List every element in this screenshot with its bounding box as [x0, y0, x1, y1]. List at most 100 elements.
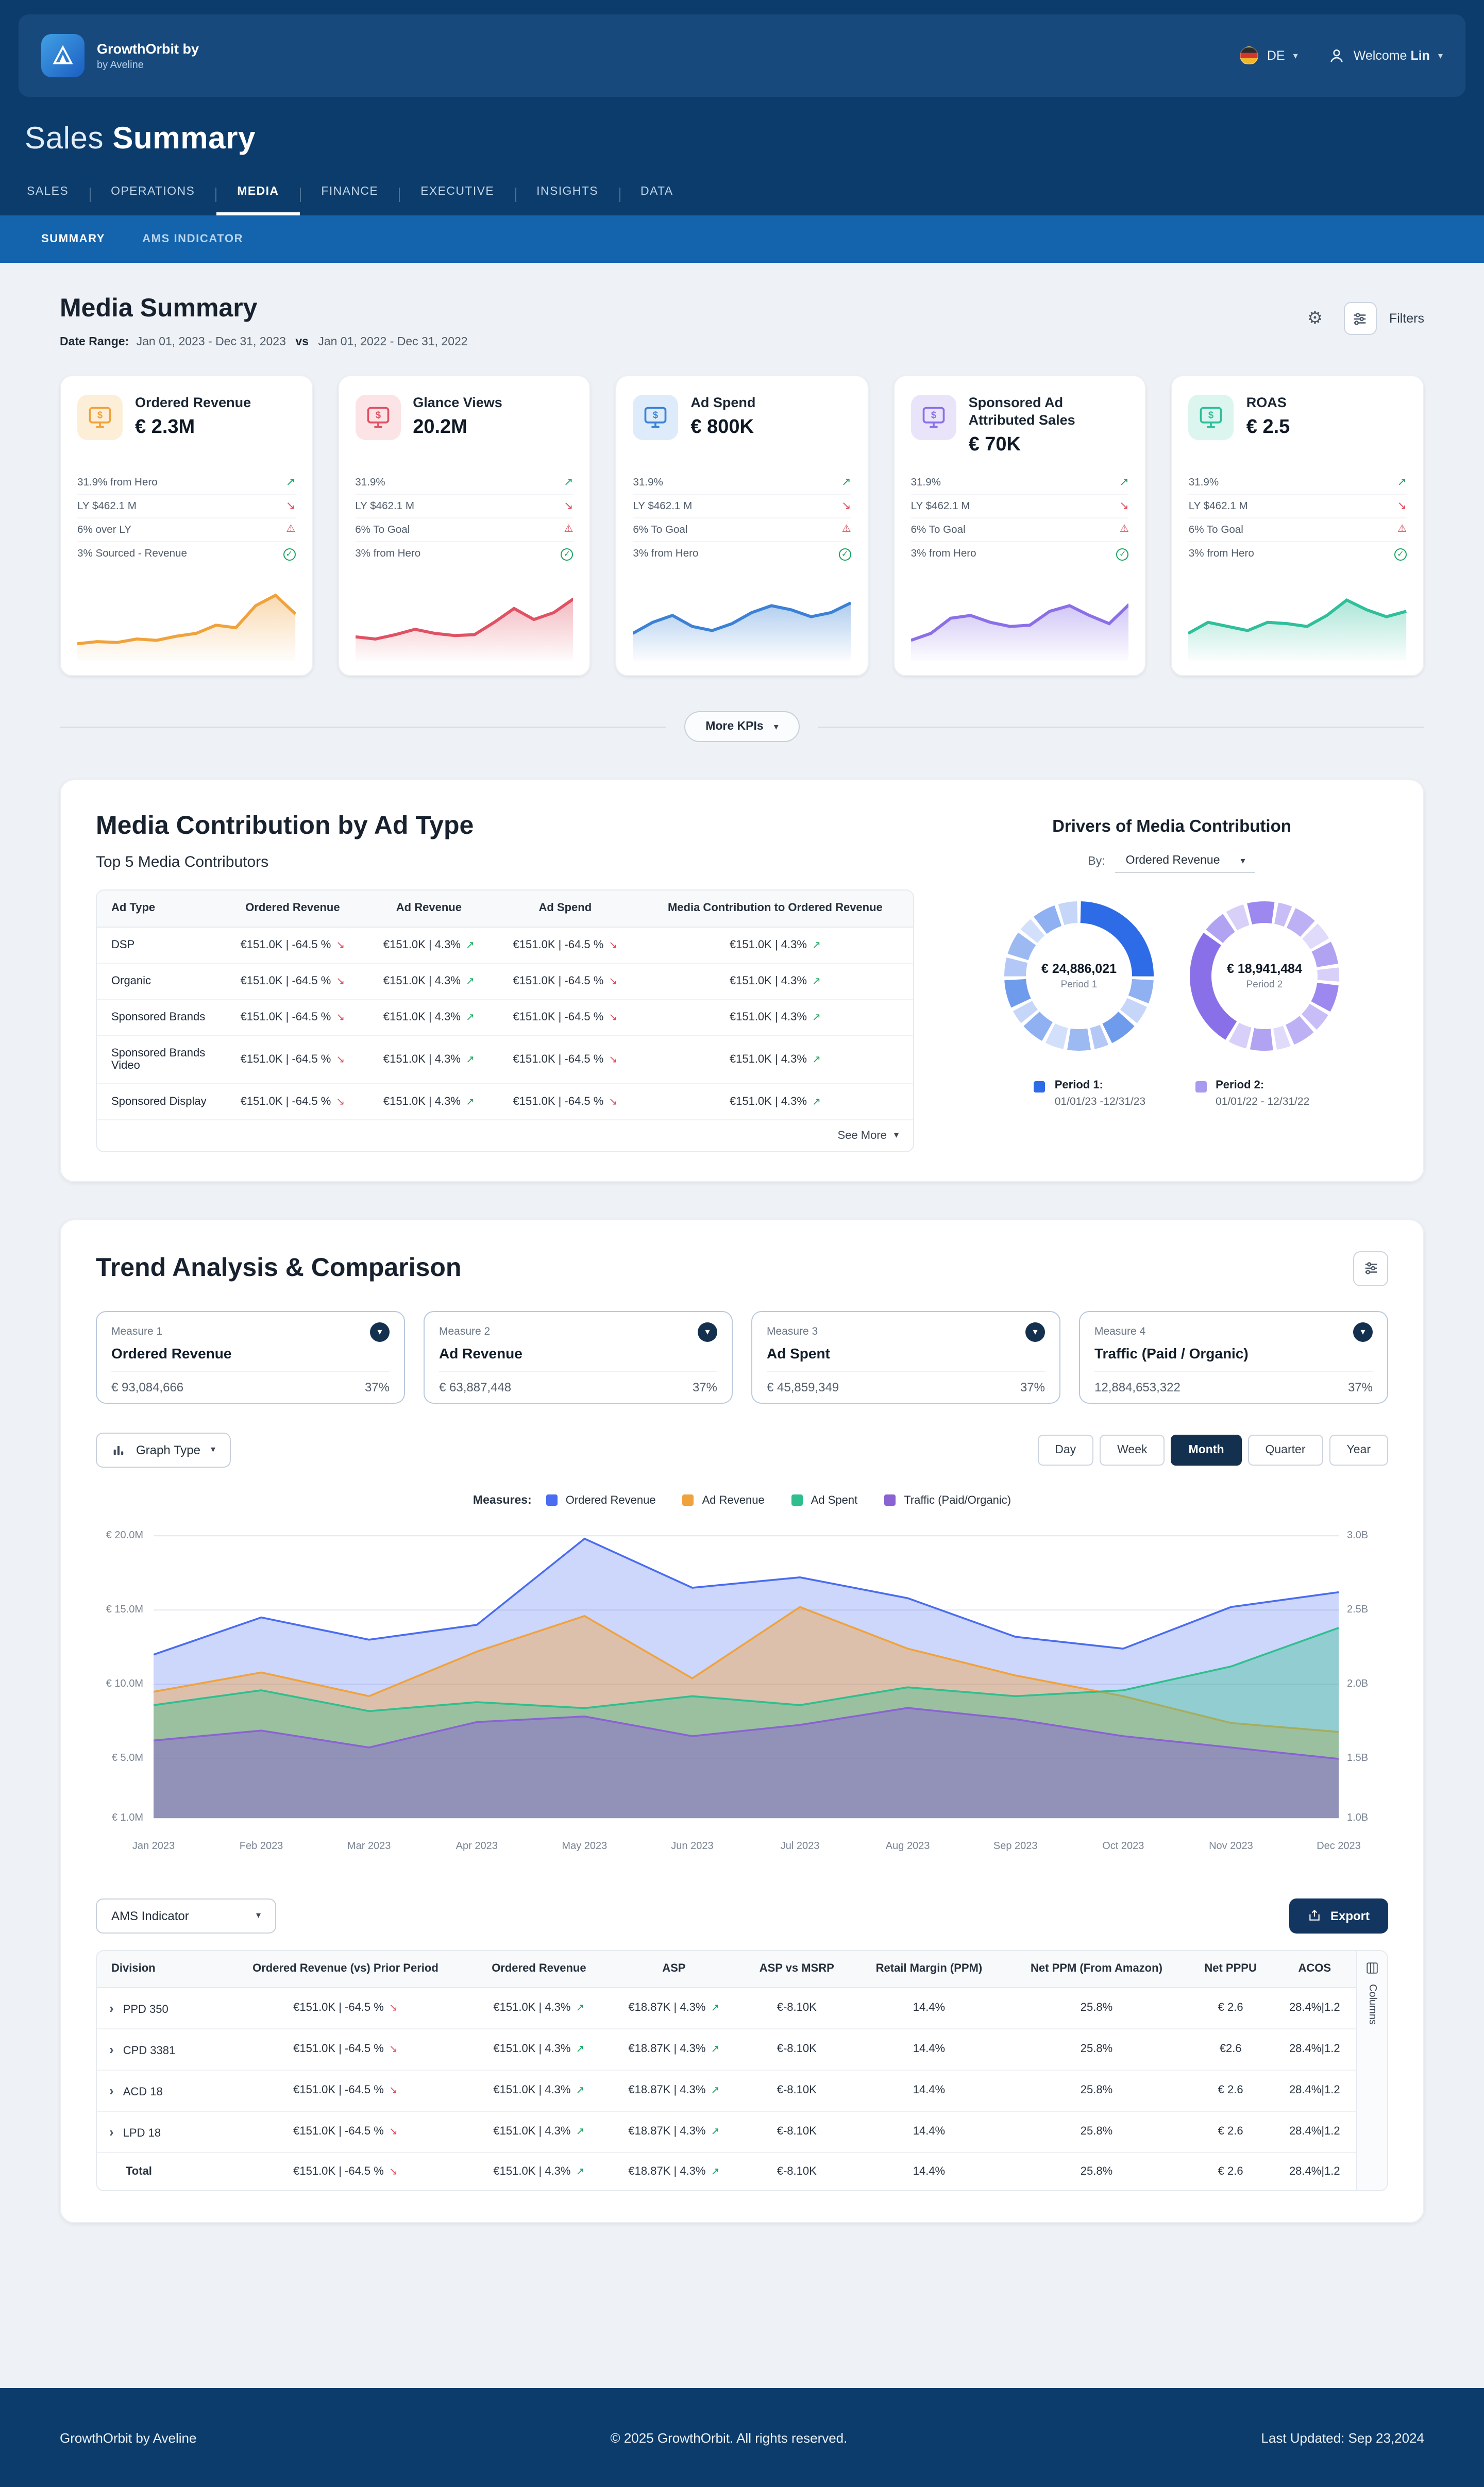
- division-cell: › PPD 350: [97, 1987, 221, 2029]
- value-cell: €151.0K | -64.5 % ↘: [221, 2028, 470, 2071]
- measure-dropdown-icon[interactable]: ▾: [1353, 1322, 1373, 1342]
- see-more-link[interactable]: See More ▾: [97, 1119, 913, 1151]
- measure-dropdown-icon[interactable]: ▾: [370, 1322, 390, 1342]
- subtab-ams-indicator[interactable]: AMS INDICATOR: [142, 233, 244, 245]
- granularity-quarter[interactable]: Quarter: [1247, 1434, 1323, 1466]
- contribution-row: Organic €151.0K | -64.5 % ↘ €151.0K | 4.3%…: [97, 963, 913, 1000]
- value-cell: 28.4%|1.2: [1273, 2111, 1356, 2153]
- value-cell: €151.0K | 4.3% ↗: [364, 999, 493, 1036]
- trend-down-icon: ↘: [841, 499, 851, 512]
- ad-type-cell: DSP: [97, 927, 221, 964]
- graph-type-select[interactable]: Graph Type ▾: [96, 1432, 231, 1468]
- kpi-stat: 6% over LY ⚠: [77, 518, 296, 542]
- measure-card-3: Measure 3 ▾ Ad Spent € 45,859,349 37%: [751, 1310, 1060, 1404]
- trend-up-icon: ↗: [812, 939, 821, 951]
- value-cell: €18.87K | 4.3% ↗: [607, 2070, 740, 2112]
- drivers-panel: Drivers of Media Contribution By: Ordere…: [955, 811, 1388, 1152]
- value-cell: €-8.10K: [740, 1987, 853, 2029]
- ams-row-cpd-3381[interactable]: › CPD 3381 €151.0K | -64.5 % ↘ €151.0K | 4.…: [97, 2028, 1356, 2071]
- filters-label[interactable]: Filters: [1389, 311, 1424, 326]
- subtab-summary[interactable]: SUMMARY: [41, 233, 106, 245]
- value-cell: €-8.10K: [740, 2111, 853, 2153]
- settings-gear-icon[interactable]: ⚙: [1307, 308, 1323, 328]
- granularity-year[interactable]: Year: [1329, 1434, 1388, 1466]
- ad-type-cell: Organic: [97, 963, 221, 1000]
- tab-data[interactable]: DATA: [640, 186, 673, 198]
- media-contribution-card: Media Contribution by Ad Type Top 5 Medi…: [60, 779, 1424, 1182]
- expand-chevron-icon[interactable]: ›: [109, 2124, 114, 2140]
- tab-sales[interactable]: SALES: [27, 186, 69, 198]
- column-header: Ordered Revenue (vs) Prior Period: [221, 1951, 470, 1988]
- trend-down-icon: ↘: [1119, 499, 1129, 512]
- nav-separator: [399, 187, 400, 201]
- x-axis-tick: Feb 2023: [239, 1840, 283, 1852]
- value-cell: €2.6: [1188, 2028, 1273, 2071]
- kpi-stat: 3% from Hero ✓: [633, 542, 851, 566]
- header-controls: DE ▾ Welcome Lin ▾: [1240, 46, 1443, 65]
- chevron-down-icon: ▾: [1293, 50, 1298, 60]
- expand-chevron-icon[interactable]: ›: [109, 2000, 114, 2016]
- y-axis-tick: € 20.0M: [106, 1530, 143, 1541]
- tab-insights[interactable]: INSIGHTS: [536, 186, 598, 198]
- chart-plot: [154, 1523, 1339, 1833]
- column-header: Ordered Revenue: [470, 1951, 608, 1988]
- secondary-nav: SUMMARY AMS INDICATOR: [0, 215, 1484, 263]
- legend-swatch: [791, 1494, 803, 1506]
- granularity-month[interactable]: Month: [1171, 1434, 1242, 1466]
- value-cell: €151.0K | -64.5 % ↘: [493, 927, 637, 964]
- kpi-stat: 31.9% ↗: [1188, 471, 1407, 495]
- value-cell: € 2.6: [1188, 2111, 1273, 2153]
- more-kpis-button[interactable]: More KPIs ▾: [684, 711, 800, 742]
- trend-up-icon: ↗: [576, 2044, 585, 2056]
- chart-settings-sliders-icon[interactable]: [1353, 1251, 1388, 1286]
- x-axis-tick: Apr 2023: [456, 1840, 498, 1852]
- expand-chevron-icon[interactable]: ›: [109, 2041, 114, 2057]
- user-name: Lin: [1410, 48, 1430, 63]
- welcome-label: Welcome: [1353, 48, 1407, 63]
- tab-finance[interactable]: FINANCE: [321, 186, 379, 198]
- granularity-toggle: Day Week Month Quarter Year: [1037, 1434, 1388, 1466]
- nav-separator: [215, 187, 217, 201]
- trend-up-icon: ↗: [711, 2126, 720, 2138]
- tab-operations[interactable]: OPERATIONS: [111, 186, 195, 198]
- donut-legend: Period 1: 01/01/23 -12/31/23 Period 2: 01/0…: [955, 1079, 1388, 1108]
- tab-executive[interactable]: EXECUTIVE: [420, 186, 495, 198]
- measure-dropdown-icon[interactable]: ▾: [1025, 1322, 1045, 1342]
- x-axis-tick: Nov 2023: [1209, 1840, 1253, 1852]
- column-header: Ad Spend: [493, 890, 637, 928]
- granularity-week[interactable]: Week: [1100, 1434, 1165, 1466]
- columns-rail[interactable]: Columns: [1356, 1951, 1387, 2190]
- ams-row-ppd-350[interactable]: › PPD 350 €151.0K | -64.5 % ↘ €151.0K | 4.3…: [97, 1987, 1356, 2029]
- value-cell: €151.0K | -64.5 % ↘: [221, 1987, 470, 2029]
- expand-chevron-icon[interactable]: ›: [109, 2082, 114, 2098]
- granularity-day[interactable]: Day: [1037, 1434, 1094, 1466]
- chart-legend-item: Ad Spent: [791, 1494, 857, 1507]
- legend-swatch: [1034, 1081, 1045, 1093]
- user-menu[interactable]: Welcome Lin ▾: [1329, 47, 1443, 64]
- check-icon: ✓: [838, 548, 851, 560]
- kpi-title: Ad Spend: [690, 395, 756, 410]
- ams-row-acd-18[interactable]: › ACD 18 €151.0K | -64.5 % ↘ €151.0K | 4.3%…: [97, 2070, 1356, 2112]
- ams-row-lpd-18[interactable]: › LPD 18 €151.0K | -64.5 % ↘ €151.0K | 4.3%…: [97, 2111, 1356, 2153]
- export-button[interactable]: Export: [1289, 1898, 1388, 1934]
- kpi-sparkline: [1188, 598, 1407, 661]
- trend-up-icon: ↗: [466, 1054, 475, 1066]
- measure-percent: 37%: [1347, 1380, 1373, 1394]
- trend-up-icon: ↗: [1397, 476, 1407, 488]
- trend-up-icon: ↗: [576, 2166, 585, 2178]
- kpi-stat: 6% To Goal ⚠: [1188, 518, 1407, 542]
- drivers-by-select[interactable]: Ordered Revenue ▾: [1115, 849, 1256, 873]
- value-cell: 28.4%|1.2: [1273, 2070, 1356, 2112]
- kpi-stat: 31.9% ↗: [910, 471, 1129, 495]
- nav-separator: [619, 187, 620, 201]
- language-selector[interactable]: DE ▾: [1240, 46, 1298, 65]
- filter-sliders-icon[interactable]: [1343, 302, 1377, 335]
- measure-dropdown-icon[interactable]: ▾: [698, 1322, 717, 1342]
- ams-indicator-select[interactable]: AMS Indicator ▾: [96, 1898, 276, 1934]
- trend-down-icon: ↘: [609, 976, 618, 987]
- value-cell: €151.0K | 4.3% ↗: [729, 1095, 821, 1108]
- tab-media[interactable]: MEDIA: [216, 173, 300, 215]
- column-header: ASP vs MSRP: [740, 1951, 853, 1988]
- footer-copyright: © 2025 GrowthOrbit. All rights reserved.: [610, 2430, 848, 2445]
- value-cell: €151.0K | -64.5 % ↘: [513, 1095, 618, 1108]
